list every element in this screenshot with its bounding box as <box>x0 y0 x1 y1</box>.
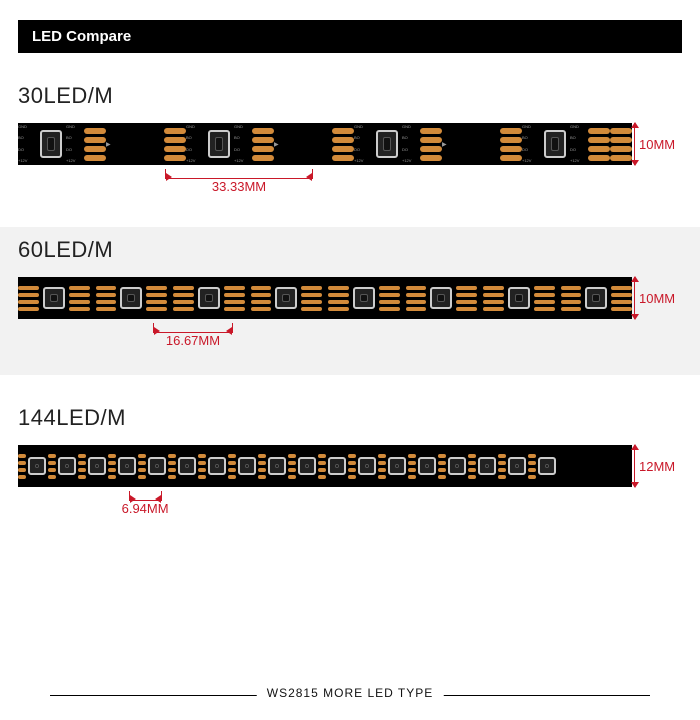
strip-section-60: 60LED/M 10MM 16.67MM <box>0 227 700 375</box>
solder-pads <box>18 277 39 319</box>
height-label: 10MM <box>639 291 675 306</box>
footer-text: WS2815 MORE LED TYPE <box>257 686 444 700</box>
led-chip <box>118 457 136 475</box>
pin-labels: GNDBODO+12V <box>522 123 540 165</box>
led-chip <box>28 457 46 475</box>
height-dimension: 10MM <box>634 123 682 165</box>
solder-pads <box>173 277 194 319</box>
footer-rule: WS2815 MORE LED TYPE <box>50 695 650 696</box>
led-chip <box>430 287 452 309</box>
led-chip <box>88 457 106 475</box>
led-chip <box>298 457 316 475</box>
led-chip <box>353 287 375 309</box>
width-dimension: 33.33MM <box>18 169 632 197</box>
led-chip <box>148 457 166 475</box>
solder-pads <box>251 277 272 319</box>
solder-pads <box>224 277 245 319</box>
led-chip <box>508 287 530 309</box>
solder-pads <box>84 123 106 165</box>
pin-labels: GNDBODO+12V <box>402 123 420 165</box>
strip-title: 30LED/M <box>18 83 682 109</box>
strip-wrap: 12MM 6.94MM <box>18 445 682 519</box>
led-chip <box>208 130 230 158</box>
pin-labels: GNDBODO+12V <box>234 123 252 165</box>
led-chip <box>120 287 142 309</box>
pitch-label: 33.33MM <box>212 179 266 194</box>
solder-pads <box>588 123 610 165</box>
solder-pads <box>146 277 167 319</box>
strip-title: 144LED/M <box>18 405 682 431</box>
led-chip <box>198 287 220 309</box>
solder-pads <box>332 123 354 165</box>
dim-bracket-icon <box>129 491 163 501</box>
solder-pads <box>328 277 349 319</box>
strip-wrap: GNDBODO+12VGNDBODO+12V▶GNDBODO+12VGNDBOD… <box>18 123 682 197</box>
header-title: LED Compare <box>32 28 131 45</box>
led-chip <box>275 287 297 309</box>
pin-labels: GNDBODO+12V <box>186 123 204 165</box>
dim-line-icon <box>634 277 635 319</box>
led-chip <box>544 130 566 158</box>
pin-labels: GNDBODO+12V <box>66 123 84 165</box>
solder-pads <box>561 277 582 319</box>
pitch-label: 16.67MM <box>166 333 220 348</box>
dim-bracket-icon <box>153 323 233 333</box>
led-strip <box>18 277 632 319</box>
led-chip <box>43 287 65 309</box>
dim-line-icon <box>634 445 635 487</box>
led-chip <box>538 457 556 475</box>
led-chip <box>376 130 398 158</box>
led-chip <box>418 457 436 475</box>
solder-pads <box>406 277 427 319</box>
solder-pads <box>610 123 632 165</box>
strip-section-30: 30LED/M GNDBODO+12VGNDBODO+12V▶GNDBODO+1… <box>18 83 682 197</box>
led-chip <box>58 457 76 475</box>
width-dimension: 16.67MM <box>18 323 632 351</box>
led-chip <box>448 457 466 475</box>
dim-line-icon <box>634 123 635 165</box>
strip-wrap: 10MM 16.67MM <box>0 277 700 351</box>
led-chip <box>268 457 286 475</box>
pin-labels: GNDBODO+12V <box>354 123 372 165</box>
solder-pads <box>96 277 117 319</box>
height-label: 10MM <box>639 137 675 152</box>
solder-pads <box>164 123 186 165</box>
width-dimension: 6.94MM <box>18 491 632 519</box>
led-chip <box>478 457 496 475</box>
pitch-label: 6.94MM <box>122 501 169 516</box>
led-chip <box>358 457 376 475</box>
pin-labels: GNDBODO+12V <box>570 123 588 165</box>
led-strip: GNDBODO+12VGNDBODO+12V▶GNDBODO+12VGNDBOD… <box>18 123 632 165</box>
solder-pads <box>420 123 442 165</box>
solder-pads <box>456 277 477 319</box>
led-chip <box>328 457 346 475</box>
led-chip <box>585 287 607 309</box>
strip-section-144: 144LED/M 12MM 6.94MM <box>18 405 682 519</box>
solder-pads <box>379 277 400 319</box>
led-chip <box>178 457 196 475</box>
header-bar: LED Compare <box>18 20 682 53</box>
pin-labels: GNDBODO+12V <box>18 123 36 165</box>
led-chip <box>208 457 226 475</box>
led-chip <box>388 457 406 475</box>
height-dimension: 10MM <box>634 277 682 319</box>
solder-pads <box>611 277 632 319</box>
solder-pads <box>534 277 555 319</box>
led-strip <box>18 445 632 487</box>
solder-pads <box>252 123 274 165</box>
solder-pads <box>301 277 322 319</box>
solder-pads <box>483 277 504 319</box>
height-dimension: 12MM <box>634 445 682 487</box>
solder-pads <box>69 277 90 319</box>
led-chip <box>238 457 256 475</box>
strip-title: 60LED/M <box>0 237 700 263</box>
dim-bracket-icon <box>165 169 312 179</box>
height-label: 12MM <box>639 459 675 474</box>
led-chip <box>508 457 526 475</box>
solder-pads <box>500 123 522 165</box>
led-chip <box>40 130 62 158</box>
